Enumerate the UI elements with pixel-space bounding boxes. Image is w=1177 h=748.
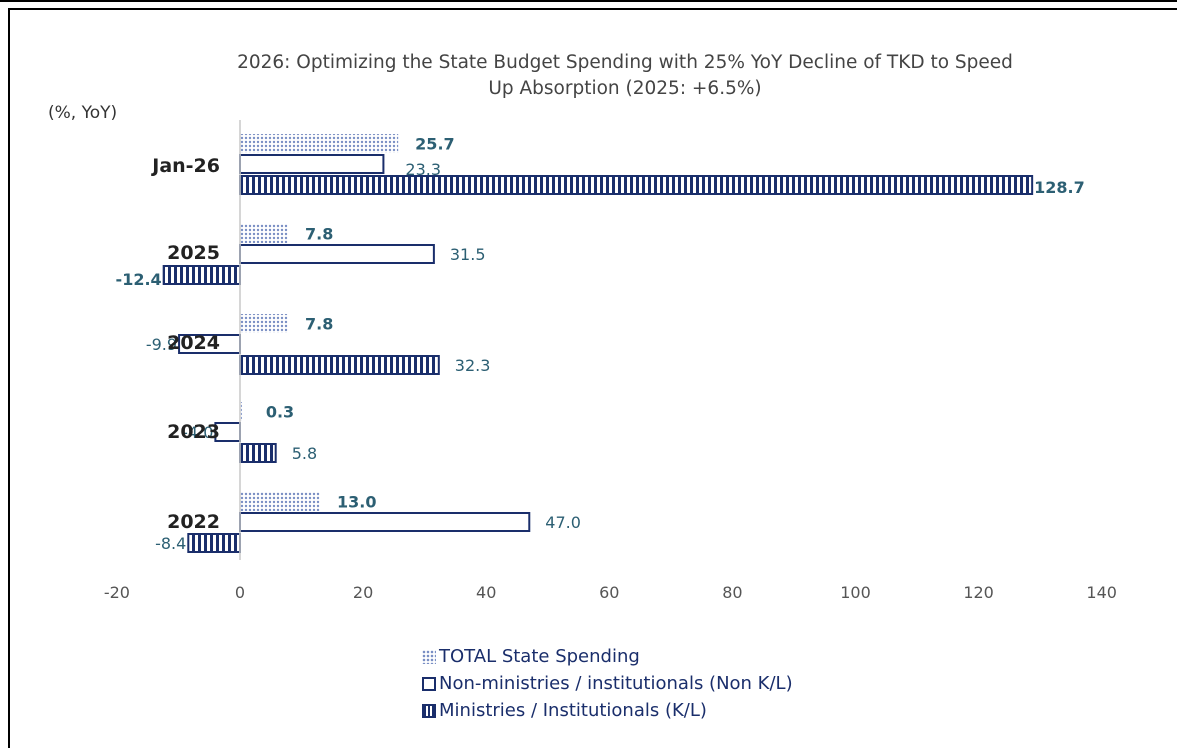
chart-title-line-2: Up Absorption (2025: +6.5%) — [488, 78, 762, 99]
category-label-3: 2023 — [167, 421, 220, 443]
category-label-2: 2024 — [167, 332, 220, 354]
data-label-non-kl-3: -4.0 — [182, 423, 213, 442]
legend-item-kl: Ministries / Institutionals (K/L) — [422, 697, 793, 724]
data-label-kl-2: 32.3 — [455, 356, 491, 375]
legend-item-total: TOTAL State Spending — [422, 643, 793, 670]
data-label-non-kl-2: -9.9 — [146, 335, 177, 354]
bar-kl-4 — [187, 533, 242, 553]
legend-label-non-kl: Non-ministries / institutionals (Non K/L… — [439, 673, 793, 694]
bar-non-kl-4 — [239, 512, 531, 532]
legend-swatch-kl — [422, 703, 436, 718]
data-label-total-1: 7.8 — [305, 225, 333, 244]
data-label-total-2: 7.8 — [305, 315, 333, 334]
labels-group: 25.7 23.3 128.7 Jan-26 7.8 31.5 -12.4 2025 7.8 -9… — [104, 135, 1117, 603]
x-tick-label-2: 20 — [353, 583, 373, 602]
chart-title-line-1: 2026: Optimizing the State Budget Spendi… — [237, 52, 1013, 73]
legend-swatch-total — [422, 649, 436, 664]
data-label-total-3: 0.3 — [266, 403, 294, 422]
x-tick-label-1: 0 — [235, 583, 245, 602]
data-label-non-kl-4: 47.0 — [545, 513, 581, 532]
bar-kl-3 — [239, 443, 277, 463]
data-label-total-4: 13.0 — [337, 493, 376, 512]
legend-label-total: TOTAL State Spending — [439, 646, 640, 667]
legend-item-non-kl: Non-ministries / institutionals (Non K/L… — [422, 670, 793, 697]
x-tick-label-7: 120 — [963, 583, 994, 602]
category-label-1: 2025 — [167, 242, 220, 264]
bar-total-0 — [240, 134, 399, 153]
x-tick-label-3: 40 — [476, 583, 496, 602]
bar-chart: 25.7 23.3 128.7 Jan-26 7.8 31.5 -12.4 2025 7.8 -9… — [104, 120, 1117, 603]
x-tick-label-8: 140 — [1086, 583, 1117, 602]
bar-total-1 — [240, 224, 289, 243]
bar-total-2 — [240, 314, 289, 333]
data-label-kl-4: -8.4 — [155, 534, 186, 553]
bars-group — [162, 134, 1034, 553]
legend-swatch-non-kl — [422, 676, 436, 691]
data-label-total-0: 25.7 — [415, 135, 454, 154]
category-label-0: Jan-26 — [150, 155, 220, 177]
legend-label-kl: Ministries / Institutionals (K/L) — [439, 700, 707, 721]
x-tick-label-4: 60 — [599, 583, 619, 602]
bar-total-4 — [240, 492, 321, 511]
bar-kl-2 — [239, 355, 440, 375]
x-tick-label-0: -20 — [104, 583, 130, 602]
top-border — [0, 0, 1177, 2]
data-label-kl-1: -12.4 — [116, 270, 162, 289]
x-tick-label-6: 100 — [840, 583, 871, 602]
bar-kl-0 — [239, 175, 1034, 195]
data-label-non-kl-1: 31.5 — [450, 245, 486, 264]
bar-non-kl-1 — [239, 244, 435, 264]
legend: TOTAL State Spending Non-ministries / in… — [422, 643, 793, 724]
category-label-4: 2022 — [167, 511, 220, 533]
bar-kl-1 — [162, 265, 241, 285]
data-label-kl-3: 5.8 — [292, 444, 317, 463]
data-label-non-kl-0: 23.3 — [405, 160, 441, 179]
chart-title: 2026: Optimizing the State Budget Spendi… — [160, 50, 1090, 102]
bar-total-3 — [240, 402, 242, 421]
data-label-kl-0: 128.7 — [1034, 178, 1085, 197]
unit-label: (%, YoY) — [48, 103, 118, 123]
chart-frame — [8, 8, 1177, 748]
x-tick-label-5: 80 — [722, 583, 742, 602]
bar-non-kl-0 — [239, 154, 385, 174]
